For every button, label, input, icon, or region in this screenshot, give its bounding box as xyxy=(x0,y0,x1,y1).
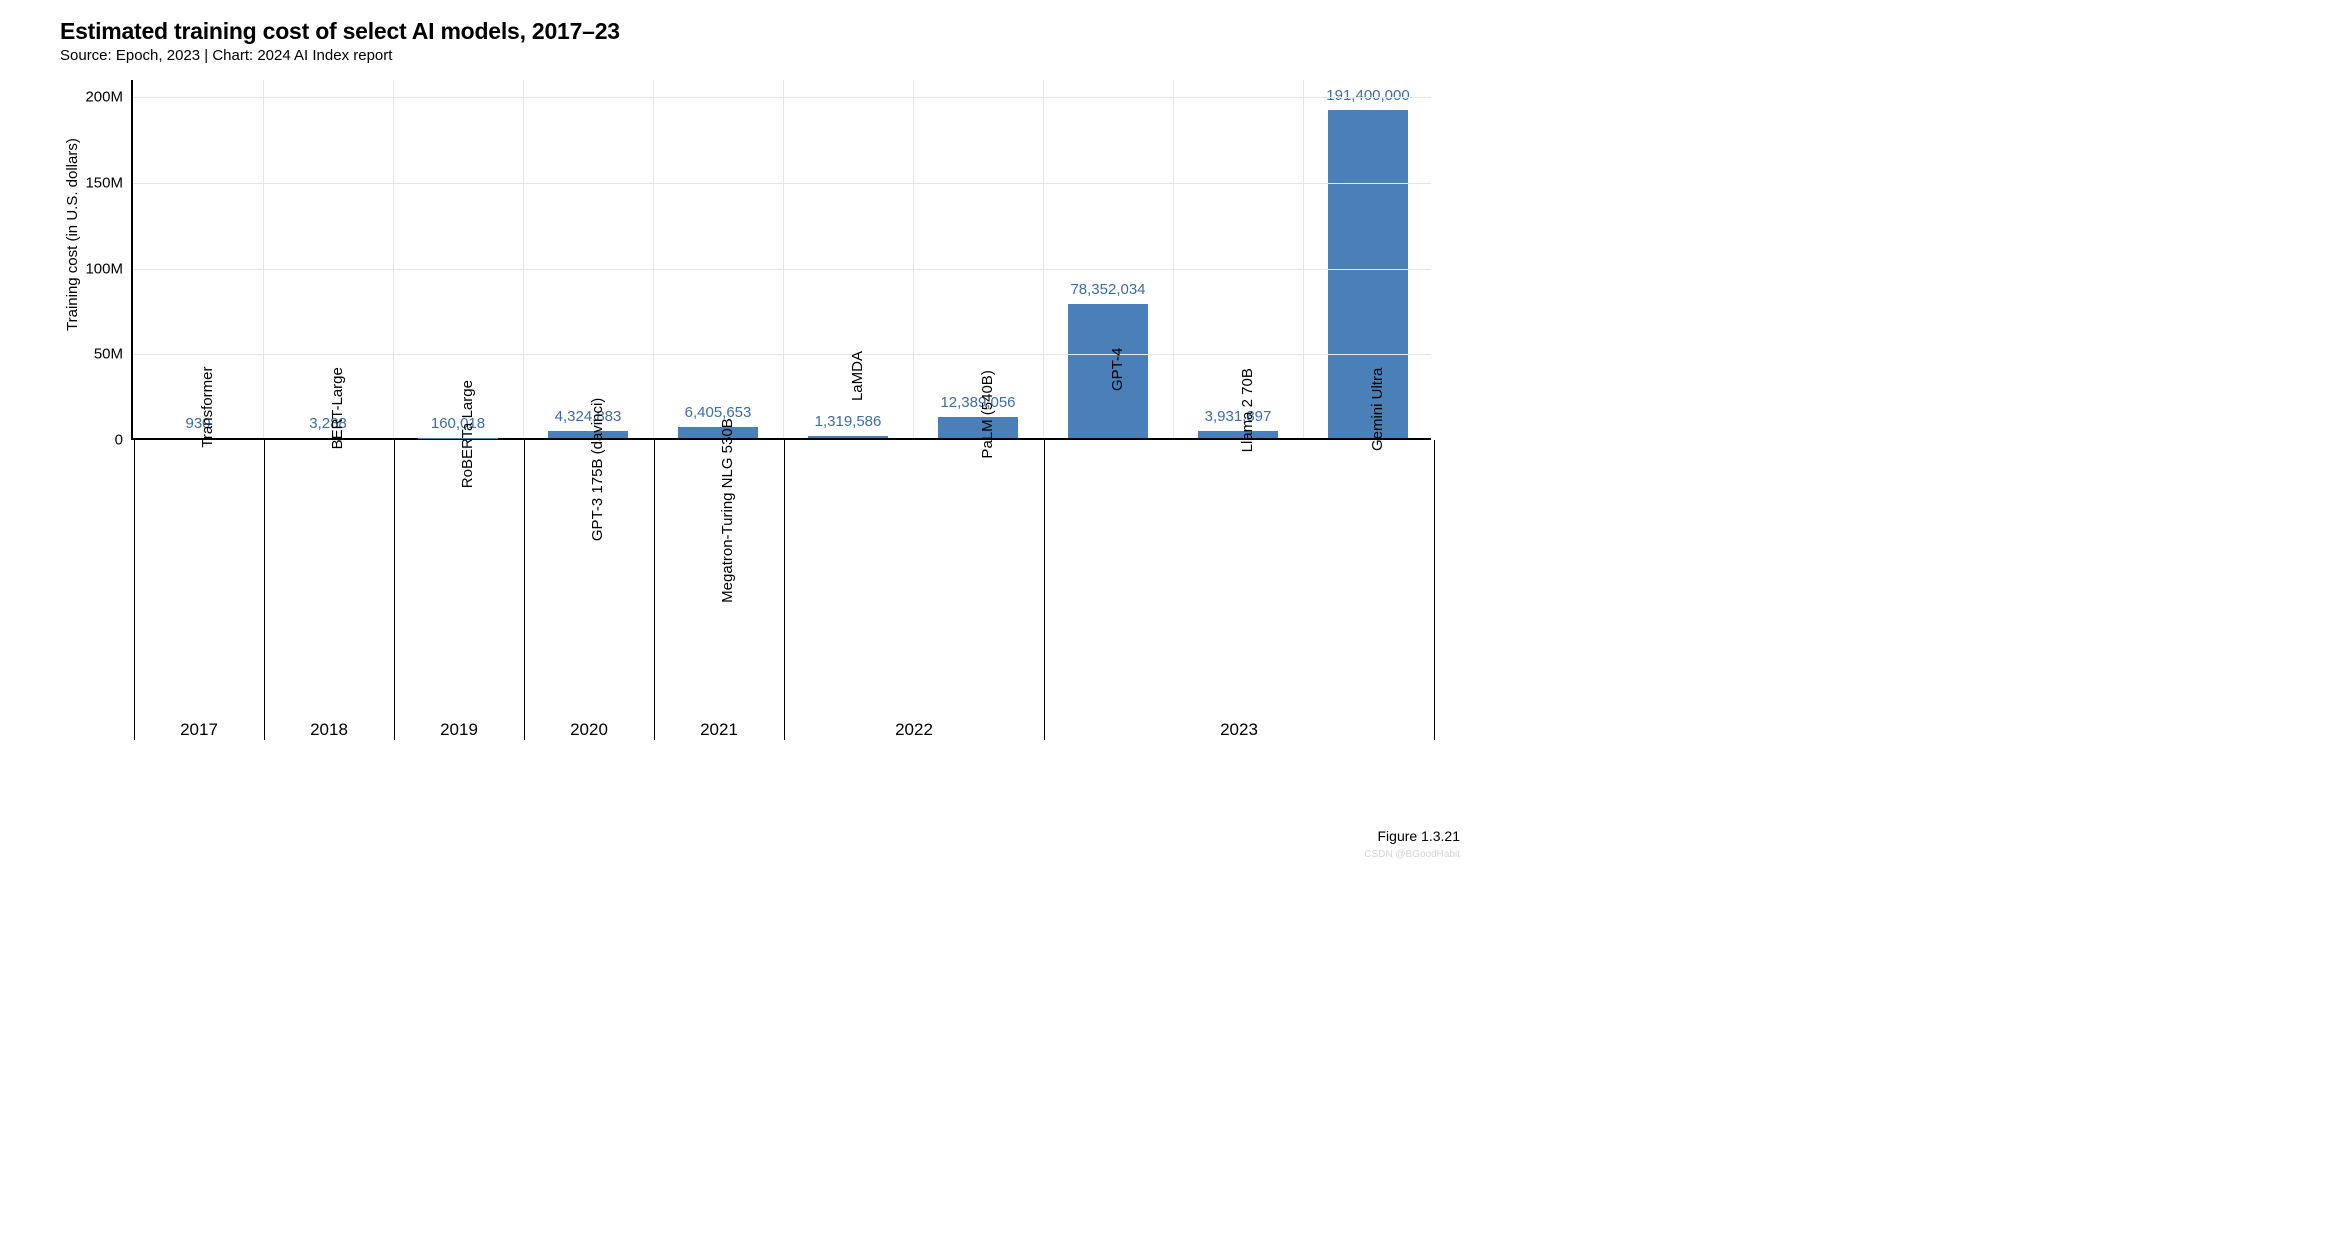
x-category-label: LaMDA xyxy=(849,326,866,566)
x-category-label: Megatron-Turing NLG 530B xyxy=(719,326,736,566)
bar-value-label: 12,389,056 xyxy=(908,394,1048,411)
year-label: 2017 xyxy=(180,720,218,740)
year-separator xyxy=(394,440,395,740)
bar-value-label: 6,405,653 xyxy=(648,404,788,421)
x-category-label: Transformer xyxy=(199,326,216,566)
gridline-h xyxy=(133,183,1431,184)
bar-value-label: 930 xyxy=(128,415,268,432)
bar-value-label: 191,400,000 xyxy=(1298,87,1438,104)
figure-label: Figure 1.3.21 xyxy=(1378,828,1461,844)
y-axis-label: Training cost (in U.S. dollars) xyxy=(60,80,81,440)
chart-page: Estimated training cost of select AI mod… xyxy=(0,0,1500,850)
year-separator xyxy=(784,440,785,740)
gridline-v xyxy=(1043,80,1044,438)
bar-value-label: 78,352,034 xyxy=(1038,281,1178,298)
bar-value-label: 3,931,897 xyxy=(1168,408,1308,425)
year-separator xyxy=(1044,440,1045,740)
gridline-h xyxy=(133,269,1431,270)
bar-value-label: 1,319,586 xyxy=(778,413,918,430)
x-category-label: PaLM (540B) xyxy=(979,326,996,566)
bar-value-label: 160,018 xyxy=(388,415,528,432)
gridline-v xyxy=(913,80,914,438)
y-tick-label: 200M xyxy=(85,89,123,106)
x-category-label: Llama 2 70B xyxy=(1239,326,1256,566)
chart-subtitle: Source: Epoch, 2023 | Chart: 2024 AI Ind… xyxy=(60,47,1460,64)
year-label: 2018 xyxy=(310,720,348,740)
x-category-label: Gemini Ultra xyxy=(1369,326,1386,566)
gridline-h xyxy=(133,354,1431,355)
year-label: 2020 xyxy=(570,720,608,740)
gridline-h xyxy=(133,97,1431,98)
year-separator xyxy=(134,440,135,740)
x-category-label: BERT-Large xyxy=(329,326,346,566)
gridline-v xyxy=(1303,80,1304,438)
year-separator xyxy=(264,440,265,740)
bar xyxy=(938,417,1019,438)
year-label: 2022 xyxy=(895,720,933,740)
y-tick-label: 50M xyxy=(94,346,123,363)
bar xyxy=(548,431,629,438)
bar xyxy=(678,427,759,438)
year-label: 2019 xyxy=(440,720,478,740)
y-axis: 050M100M150M200M xyxy=(81,80,131,440)
y-tick-label: 0 xyxy=(115,432,123,449)
bar-value-label: 4,324,883 xyxy=(518,408,658,425)
gridline-v xyxy=(783,80,784,438)
gridline-v xyxy=(523,80,524,438)
year-label: 2021 xyxy=(700,720,738,740)
bar-value-label: 3,288 xyxy=(258,415,398,432)
y-tick-label: 150M xyxy=(85,174,123,191)
year-separator xyxy=(524,440,525,740)
y-tick-label: 100M xyxy=(85,260,123,277)
year-separator xyxy=(654,440,655,740)
year-label: 2023 xyxy=(1220,720,1258,740)
plot-area: 9303,288160,0184,324,8836,405,6531,319,5… xyxy=(131,80,1431,440)
year-separator xyxy=(1434,440,1435,740)
watermark: CSDN @BGoodHabit xyxy=(1364,849,1460,860)
x-category-label: GPT-3 175B (davinci) xyxy=(589,326,606,566)
gridline-v xyxy=(263,80,264,438)
x-category-label: GPT-4 xyxy=(1109,326,1126,566)
x-category-label: RoBERTa Large xyxy=(459,326,476,566)
gridline-v xyxy=(653,80,654,438)
bars-container: 9303,288160,0184,324,8836,405,6531,319,5… xyxy=(133,80,1431,438)
gridline-v xyxy=(393,80,394,438)
bar xyxy=(1328,110,1409,438)
chart-title: Estimated training cost of select AI mod… xyxy=(60,18,1460,45)
x-axis: TransformerBERT-LargeRoBERTa LargeGPT-3 … xyxy=(134,440,1434,740)
bar xyxy=(808,436,889,438)
gridline-v xyxy=(1173,80,1174,438)
bar xyxy=(1068,304,1149,438)
bar xyxy=(1198,431,1279,438)
